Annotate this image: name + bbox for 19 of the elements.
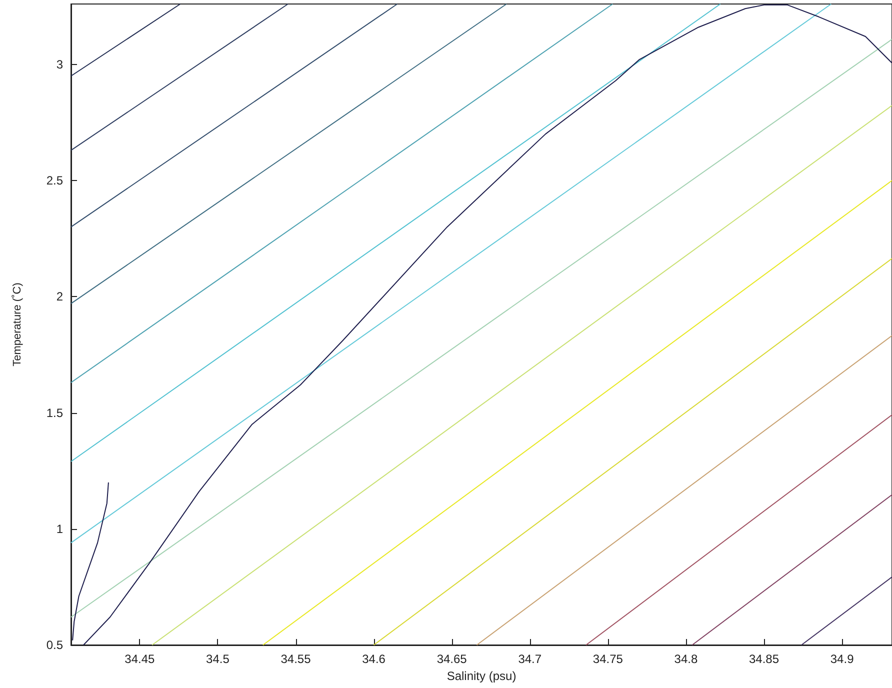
line-series <box>72 482 109 641</box>
y-tick-label: 2.5 <box>46 174 64 188</box>
x-tick-label: 34.6 <box>362 652 386 666</box>
x-tick-label: 34.8 <box>674 652 698 666</box>
x-tick-label: 34.45 <box>124 652 156 666</box>
y-axis-title: Temperature (˚C) <box>12 282 24 366</box>
y-tick-label: 0.5 <box>46 638 64 652</box>
x-tick-label: 34.75 <box>592 652 624 666</box>
x-axis-title: Salinity (psu) <box>446 668 516 683</box>
y-tick-label: 3 <box>56 57 64 72</box>
y-tick-label: 2 <box>56 290 64 304</box>
x-tick-label: 34.85 <box>748 652 780 666</box>
x-tick-label: 34.5 <box>206 652 230 666</box>
x-tick-label: 34.7 <box>518 652 542 666</box>
y-tick-label: 1 <box>56 522 64 536</box>
x-tick-label: 34.65 <box>436 652 468 666</box>
y-tick-label: 1.5 <box>46 406 64 420</box>
x-tick-label: 34.9 <box>830 652 854 666</box>
x-tick-label: 34.55 <box>280 652 312 666</box>
